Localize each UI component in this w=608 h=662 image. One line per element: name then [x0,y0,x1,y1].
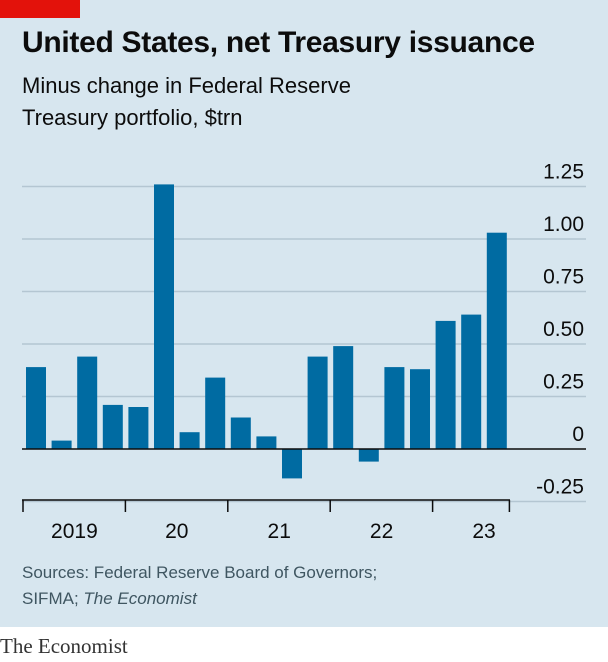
bar [102,404,123,449]
x-tick-label: 2019 [51,520,98,543]
source-note: Sources: Federal Reserve Board of Govern… [22,560,377,612]
bar [26,367,46,449]
brand-wordmark: The Economist [0,634,128,658]
x-tick-label: 21 [268,520,291,543]
source-line-2-italic: The Economist [83,589,197,608]
bar [51,440,72,449]
y-tick-label: 0 [572,423,584,446]
bar [461,314,482,449]
y-tick-label: 0.50 [543,318,584,341]
source-line-2: SIFMA; The Economist [22,586,377,612]
bar [384,367,405,449]
bar [179,432,200,449]
bar [205,377,226,449]
source-line-1: Sources: Federal Reserve Board of Govern… [22,563,378,582]
bar [282,449,302,479]
x-tick-label: 20 [165,520,188,543]
chart-subtitle: Minus change in Federal Reserve Treasury… [22,70,522,134]
y-tick-label: 1.00 [543,213,584,236]
y-tick-label: 0.75 [543,266,584,289]
subtitle-line-2: Treasury portfolio, $trn [22,105,243,130]
subtitle-line-1: Minus change in Federal Reserve [22,73,351,98]
bar [154,184,174,449]
y-tick-label: 0.25 [543,371,584,394]
bar [333,346,354,449]
source-line-2-prefix: SIFMA; [22,589,84,608]
y-tick-label: -0.25 [536,476,584,499]
x-tick-label: 22 [370,520,393,543]
bar-chart: -0.25 0 0.25 0.50 0.75 1.00 1.25 2019 20 21 22 23 [22,161,586,543]
bar [230,417,251,449]
x-tick-label: 23 [472,520,495,543]
bar [256,436,277,449]
bar [410,369,430,449]
bar [358,449,379,462]
brand-red-tag [0,0,80,18]
bar [435,320,456,449]
bar [77,356,98,449]
bar [486,232,507,449]
bar [307,356,328,449]
y-tick-label: 1.25 [543,161,584,184]
chart-title: United States, net Treasury issuance [22,26,535,59]
bar [128,407,149,449]
